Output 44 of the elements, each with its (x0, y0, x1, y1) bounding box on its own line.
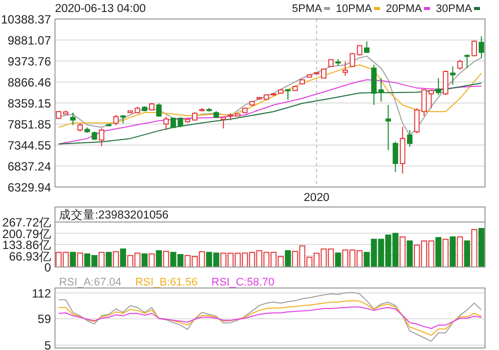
y-tick-label: 6837.24 (8, 160, 52, 174)
y-tick-label: 5 (44, 338, 52, 350)
bar (142, 253, 148, 268)
legend-label: 5PMA (292, 3, 323, 15)
bar (156, 250, 162, 268)
bar (456, 236, 463, 268)
legend-label: 10PMA (336, 3, 373, 15)
bar (335, 252, 342, 268)
bar (112, 251, 119, 268)
y-tick-label: 8866.46 (8, 76, 52, 90)
bar (70, 252, 76, 268)
y-tick-label: 10388.37 (0, 12, 52, 26)
bar (450, 236, 456, 268)
chart-title: 2020-06-13 04:00 (55, 3, 146, 15)
bar (163, 250, 170, 268)
bar (406, 240, 413, 268)
bar (464, 240, 470, 268)
y-tick-label: 6329.94 (8, 180, 52, 194)
legend-label: 30PMA (436, 3, 473, 15)
y-tick-label: 133.86亿 (2, 238, 51, 252)
y-tick-label: 112 (32, 286, 52, 300)
y-tick-label: 8359.15 (8, 96, 52, 110)
legend: RSI_A:67.04 RSI_B:61.56 RSI_C:58.70 (59, 276, 274, 288)
bar (435, 237, 442, 268)
bar (98, 252, 105, 268)
y-tick-label: 59 (38, 312, 52, 326)
bar (77, 252, 84, 268)
bar (284, 250, 291, 268)
y-tick-label: 0 (44, 260, 52, 274)
bar (442, 238, 449, 268)
chart-title: 成交量:23983201056 (59, 208, 169, 222)
y-tick-label: 7344.55 (8, 138, 52, 152)
x-tick-label: 2020 (304, 192, 330, 204)
bar (148, 253, 155, 268)
legend-label: 20PMA (386, 3, 423, 15)
bar (400, 236, 406, 268)
y-tick-label: 9373.76 (8, 54, 52, 68)
y-tick-label: 267.72亿 (2, 216, 51, 230)
bar (106, 252, 112, 268)
bar (120, 248, 126, 268)
y-tick-label: 9881.07 (8, 34, 52, 48)
bar (471, 229, 478, 268)
bar (478, 228, 484, 268)
y-tick-label: 7851.85 (8, 118, 52, 132)
